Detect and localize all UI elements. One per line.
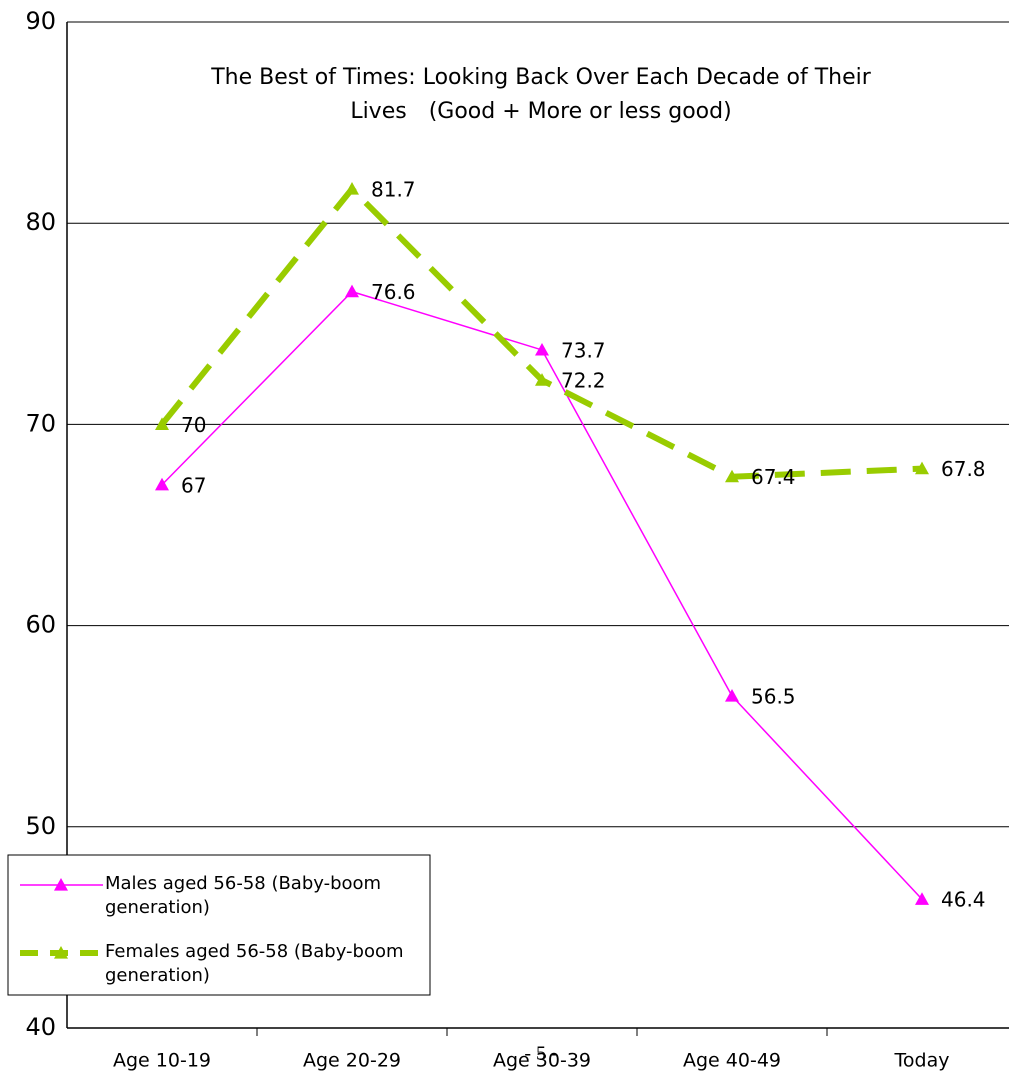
x-tick-label: Age 20-29	[303, 1050, 401, 1072]
x-tick-label: Age 30-39	[493, 1050, 591, 1072]
marker	[915, 461, 929, 475]
legend-marker	[54, 878, 68, 891]
x-tick-label: Age 40-49	[683, 1050, 781, 1072]
marker	[345, 284, 359, 298]
y-tick-label: 40	[25, 1013, 56, 1041]
legend-item: Females aged 56-58 (Baby-boom generation…	[105, 941, 404, 986]
data-label: 81.7	[371, 177, 416, 201]
y-tick-label: 50	[25, 812, 56, 840]
data-label: 73.7	[561, 338, 606, 362]
data-label: 67	[181, 473, 206, 497]
x-tick-label: Today	[894, 1050, 950, 1072]
legend-label: Males aged 56-58 (Baby-boom generation)	[105, 873, 382, 918]
marker	[535, 373, 549, 386]
x-tick-label: Age 10-19	[113, 1050, 211, 1072]
data-label: 70	[181, 413, 206, 437]
legend-marker	[54, 946, 68, 959]
chart-title: The Best of Times: Looking Back Over Eac…	[210, 65, 872, 90]
data-label: 72.2	[561, 369, 606, 393]
legend-item: Males aged 56-58 (Baby-boom generation)	[105, 873, 382, 918]
y-tick-label: 70	[25, 409, 56, 437]
legend-label: Females aged 56-58 (Baby-boom generation…	[105, 941, 404, 986]
chart-title: Lives (Good + More or less good)	[350, 99, 731, 124]
y-tick-label: 60	[25, 611, 56, 639]
marker	[915, 892, 929, 905]
marker	[725, 469, 739, 483]
data-label: 56.5	[751, 685, 796, 709]
marker	[345, 181, 359, 195]
series-line	[159, 184, 923, 480]
page-number: - 5 -	[524, 1043, 557, 1065]
y-tick-label: 90	[25, 7, 56, 35]
data-label: 67.4	[751, 465, 796, 489]
marker	[155, 417, 169, 430]
y-tick-label: 80	[25, 208, 56, 236]
marker	[535, 342, 549, 356]
data-label: 76.6	[371, 280, 416, 304]
marker	[155, 477, 169, 491]
data-label: 67.8	[941, 457, 986, 481]
data-label: 46.4	[941, 888, 986, 912]
legend-box	[7, 854, 431, 996]
marker	[725, 689, 739, 702]
